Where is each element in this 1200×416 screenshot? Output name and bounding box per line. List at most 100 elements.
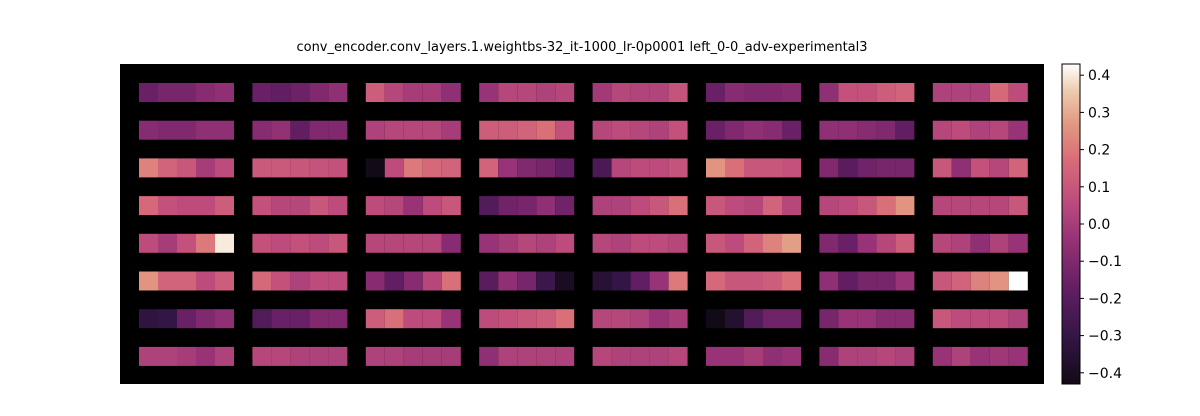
heatmap-cell-r5-p3-c3: [536, 271, 556, 291]
heatmap-cell-r5-p4-c4: [668, 271, 688, 291]
heatmap-cell-r1-p5-c0: [706, 120, 725, 140]
heatmap-cell-r2-p2-c4: [441, 158, 461, 178]
heatmap-cell-r5-p2-c0: [365, 271, 385, 291]
heatmap-cell-r0-p5-c1: [725, 83, 744, 102]
heatmap-cell-r6-p6-c2: [857, 309, 877, 329]
heatmap-cell-r4-p2-c3: [422, 233, 442, 253]
heatmap-cell-r5-p3-c0: [479, 271, 499, 291]
heatmap-cell-r2-p4-c3: [649, 158, 669, 178]
heatmap-cell-r7-p3-c1: [498, 346, 518, 366]
heatmap-cell-r1-p2-c0: [365, 120, 385, 140]
heatmap-cell-r0-p0-c3: [196, 83, 215, 102]
heatmap-cell-r1-p4-c0: [592, 120, 612, 140]
heatmap-cell-r0-p6-c3: [876, 83, 896, 102]
heatmap-cell-r6-p2-c4: [441, 309, 461, 329]
heatmap-cell-r3-p2-c2: [403, 196, 423, 216]
heatmap-cell-r7-p4-c3: [649, 346, 669, 366]
heatmap-cell-r5-p7-c2: [970, 271, 990, 291]
heatmap-cell-r2-p7-c3: [989, 158, 1009, 178]
heatmap-cell-r1-p7-c3: [989, 120, 1009, 140]
heatmap-cell-r2-p4-c1: [611, 158, 631, 178]
heatmap-cell-r1-p3-c2: [517, 120, 537, 140]
heatmap-cell-r7-p3-c3: [536, 346, 556, 366]
heatmap-cell-r2-p7-c4: [1008, 158, 1028, 178]
heatmap-cell-r4-p0-c4: [215, 233, 234, 253]
heatmap-cell-r0-p0-c0: [139, 83, 158, 102]
heatmap-cell-r7-p4-c2: [630, 346, 650, 366]
heatmap-cell-r7-p3-c4: [555, 346, 575, 366]
heatmap-cell-r2-p6-c4: [895, 158, 915, 178]
heatmap-cell-r3-p7-c0: [932, 196, 952, 216]
heatmap-cell-r5-p4-c1: [611, 271, 631, 291]
heatmap-cell-r7-p3-c2: [517, 346, 537, 366]
heatmap-cell-r7-p2-c2: [403, 346, 423, 366]
heatmap-cell-r4-p5-c4: [782, 233, 801, 253]
heatmap-cell-r1-p1-c3: [309, 120, 329, 140]
heatmap-cell-r0-p4-c3: [649, 83, 669, 102]
heatmap-cell-r0-p1-c2: [290, 83, 310, 102]
heatmap-cell-r3-p5-c3: [763, 196, 782, 216]
heatmap-cell-r4-p7-c1: [951, 233, 971, 253]
heatmap-cell-r6-p3-c4: [555, 309, 575, 329]
heatmap-cell-r4-p6-c1: [838, 233, 858, 253]
heatmap-cell-r7-p2-c1: [384, 346, 404, 366]
heatmap-cell-r4-p3-c1: [498, 233, 518, 253]
heatmap-cell-r6-p1-c0: [252, 309, 272, 329]
heatmap-cell-r0-p7-c3: [989, 83, 1009, 102]
heatmap-cell-r4-p4-c4: [668, 233, 688, 253]
heatmap-cell-r7-p0-c0: [139, 346, 158, 366]
heatmap-cell-r3-p5-c0: [706, 196, 725, 216]
heatmap-cell-r3-p0-c3: [196, 196, 215, 216]
heatmap-cell-r3-p1-c0: [252, 196, 272, 216]
heatmap-cell-r5-p1-c0: [252, 271, 272, 291]
heatmap-cell-r1-p3-c1: [498, 120, 518, 140]
heatmap-cell-r5-p5-c4: [782, 271, 801, 291]
heatmap-cell-r6-p5-c4: [782, 309, 801, 329]
heatmap-cell-r0-p1-c3: [309, 83, 329, 102]
heatmap-cell-r5-p2-c3: [422, 271, 442, 291]
colorbar-tick-label: 0.3: [1088, 105, 1110, 121]
heatmap-cell-r0-p7-c0: [932, 83, 952, 102]
heatmap-cell-r2-p5-c3: [763, 158, 782, 178]
heatmap-cell-r6-p6-c0: [819, 309, 839, 329]
heatmap-cell-r7-p4-c4: [668, 346, 688, 366]
heatmap-cell-r5-p4-c3: [649, 271, 669, 291]
heatmap-cell-r6-p4-c0: [592, 309, 612, 329]
heatmap-cell-r1-p7-c1: [951, 120, 971, 140]
heatmap-cell-r6-p1-c1: [271, 309, 291, 329]
heatmap-cell-r0-p3-c1: [498, 83, 518, 102]
heatmap-cell-r7-p0-c1: [158, 346, 177, 366]
heatmap-cell-r4-p2-c4: [441, 233, 461, 253]
heatmap-cell-r6-p7-c2: [970, 309, 990, 329]
heatmap-cell-r3-p4-c0: [592, 196, 612, 216]
heatmap-cell-r4-p5-c0: [706, 233, 725, 253]
heatmap-cell-r1-p6-c3: [876, 120, 896, 140]
plot-background: [120, 64, 1044, 384]
heatmap-cell-r2-p6-c1: [838, 158, 858, 178]
heatmap-cell-r7-p6-c0: [819, 346, 839, 366]
heatmap-cell-r1-p2-c2: [403, 120, 423, 140]
heatmap-cell-r3-p0-c2: [177, 196, 196, 216]
heatmap-cell-r3-p1-c3: [309, 196, 329, 216]
colorbar: 0.4 0.3 0.2 0.1 0.0 −0.1 −0.2 −0.3 −0.4: [1061, 63, 1122, 385]
heatmap-cell-r2-p5-c2: [744, 158, 763, 178]
heatmap-cell-r6-p0-c0: [139, 309, 158, 329]
heatmap-cell-r1-p0-c1: [158, 120, 177, 140]
heatmap-cell-r4-p3-c3: [536, 233, 556, 253]
heatmap-cell-r3-p1-c4: [328, 196, 348, 216]
heatmap-cell-r1-p7-c2: [970, 120, 990, 140]
heatmap-cell-r2-p2-c2: [403, 158, 423, 178]
heatmap-cell-r2-p1-c1: [271, 158, 291, 178]
heatmap-cell-r4-p1-c1: [271, 233, 291, 253]
heatmap-cell-r0-p2-c1: [384, 83, 404, 102]
heatmap-cell-r4-p1-c2: [290, 233, 310, 253]
plot-area: [120, 64, 1044, 384]
colorbar-gradient: [1061, 63, 1081, 385]
heatmap-cell-r4-p7-c2: [970, 233, 990, 253]
heatmap-cell-r6-p7-c3: [989, 309, 1009, 329]
heatmap-cell-r7-p7-c3: [989, 346, 1009, 366]
colorbar-tick-label: −0.2: [1088, 291, 1122, 307]
heatmap-cell-r2-p5-c4: [782, 158, 801, 178]
heatmap-cell-r1-p0-c3: [196, 120, 215, 140]
colorbar-tick-label: −0.1: [1088, 254, 1122, 270]
